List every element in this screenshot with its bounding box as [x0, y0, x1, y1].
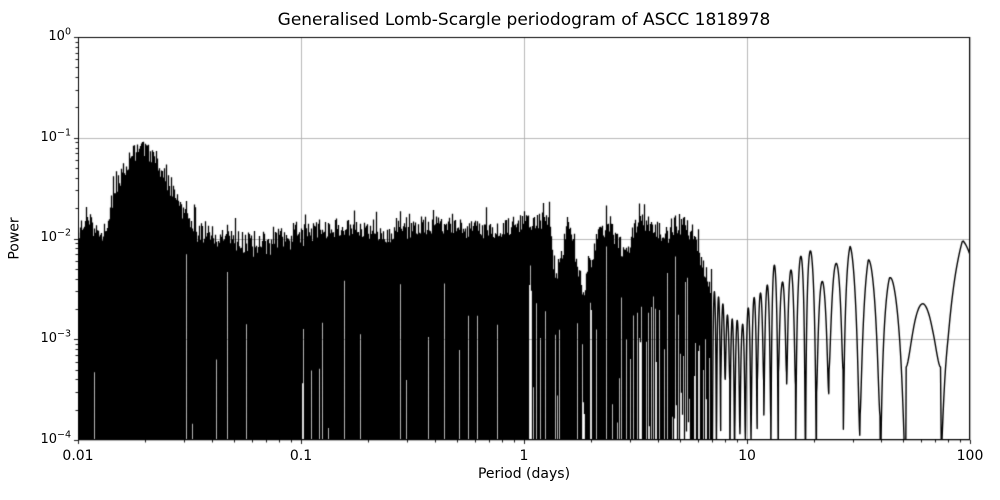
y-tick-base: 10	[40, 230, 57, 245]
y-tick-label: 100	[0, 26, 71, 46]
x-tick-label: 0.01	[62, 448, 94, 464]
y-tick-label: 10−1	[0, 127, 71, 147]
y-tick-base: 10	[40, 432, 57, 447]
y-tick-base: 10	[48, 29, 65, 44]
y-tick-label: 10−3	[0, 328, 71, 348]
y-tick-label: 10−4	[0, 429, 71, 449]
y-tick-label: 10−2	[0, 227, 71, 247]
y-tick-exponent: −1	[56, 127, 71, 139]
y-tick-base: 10	[40, 331, 57, 346]
y-tick-base: 10	[40, 130, 57, 145]
chart-title: Generalised Lomb-Scargle periodogram of …	[277, 10, 771, 30]
y-tick-exponent: −3	[56, 328, 71, 340]
y-tick-exponent: −4	[56, 429, 71, 441]
y-tick-exponent: 0	[64, 26, 71, 38]
y-tick-exponent: −2	[56, 227, 71, 239]
x-tick-label: 10	[738, 448, 756, 464]
x-axis-label: Period (days)	[477, 466, 571, 482]
x-tick-label: 0.1	[289, 448, 313, 464]
x-tick-label: 100	[956, 448, 984, 464]
x-tick-label: 1	[519, 448, 529, 464]
